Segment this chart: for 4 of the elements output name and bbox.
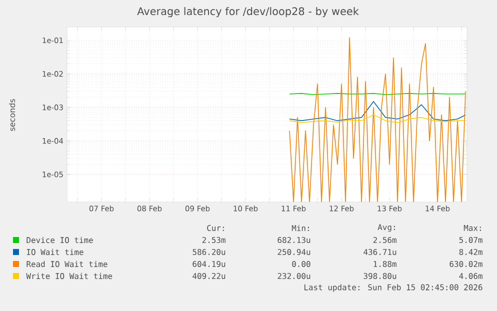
chart-title: Average latency for /dev/loop28 - by week bbox=[137, 7, 359, 18]
line-series bbox=[289, 114, 466, 124]
line-series bbox=[289, 37, 466, 202]
line-series bbox=[289, 101, 466, 122]
